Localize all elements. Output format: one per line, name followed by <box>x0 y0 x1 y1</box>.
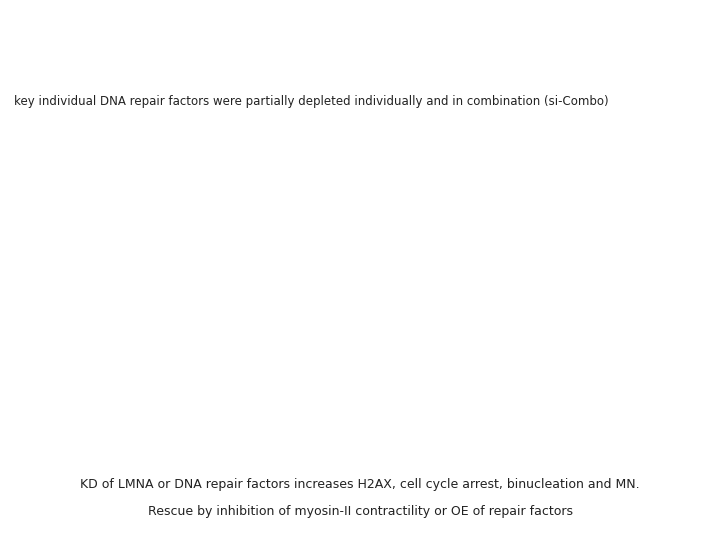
Text: KD of LMNA or DNA repair factors increases H2AX, cell cycle arrest, binucleation: KD of LMNA or DNA repair factors increas… <box>80 478 640 491</box>
Text: Micronuclei, and Cell-Cycle Arrest: Micronuclei, and Cell-Cycle Arrest <box>148 58 572 78</box>
Text: Loss of Repair Factors or LMNA: DNA Damage, Binucleation,: Loss of Repair Factors or LMNA: DNA Dama… <box>0 18 720 38</box>
Text: key individual DNA repair factors were partially depleted individually and in co: key individual DNA repair factors were p… <box>14 94 609 108</box>
Text: Rescue by inhibition of myosin-II contractility or OE of repair factors: Rescue by inhibition of myosin-II contra… <box>148 505 572 518</box>
